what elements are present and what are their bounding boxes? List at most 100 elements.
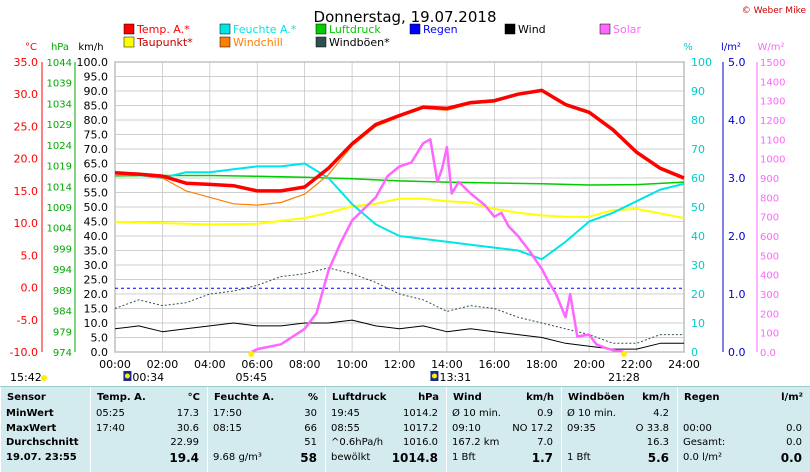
- series-temp-a: [114, 88, 685, 193]
- x-tick-label: 24:00: [668, 358, 700, 371]
- rain-tick-label: 3.0: [728, 172, 746, 185]
- sun-icon: [41, 375, 47, 381]
- table-cell-value: 66: [304, 422, 317, 434]
- pressure-tick-label: 1004: [47, 224, 72, 235]
- table-cell-value: 30: [304, 408, 317, 419]
- table-cell-note: 09:10: [452, 422, 481, 434]
- table-column: Luftdruck hPa: [325, 387, 447, 472]
- table-cell-value: 1016.0: [403, 437, 438, 448]
- temp-tick-label: -10.0: [10, 346, 38, 359]
- wind-tick-label: 55.0: [84, 187, 109, 200]
- humidity-tick-label: 20: [691, 288, 705, 301]
- x-tick-label: 12:00: [384, 358, 416, 371]
- sunset-icon: [620, 351, 627, 357]
- svg-text:W/m²: W/m²: [757, 42, 784, 53]
- table-cell: km/h: [526, 392, 554, 403]
- table-cell-note: 167.2 km: [452, 437, 500, 448]
- table-cell-value: 30.6: [176, 422, 199, 434]
- wind-tick-label: 60.0: [84, 172, 109, 185]
- table-column: Windböen km/h: [561, 387, 678, 472]
- table-cell-value: 22.99: [170, 437, 199, 448]
- legend-label: Feuchte A.*: [233, 23, 297, 36]
- legend-label: Solar: [613, 23, 642, 36]
- humidity-tick-label: 70: [691, 143, 705, 156]
- table-cell: Wind: [453, 392, 482, 403]
- table-cell-value: 0.0: [780, 450, 802, 465]
- humidity-tick-label: 90: [691, 85, 705, 98]
- series-solar: [250, 138, 625, 354]
- legend-swatch: [315, 23, 327, 35]
- series-taupunkt: [114, 197, 685, 226]
- legend-label: Regen: [423, 23, 458, 36]
- table-cell-note: 9.68 g/m³: [213, 451, 262, 463]
- temp-tick-label: 30.0: [14, 88, 39, 101]
- solar-tick-label: 100: [760, 329, 779, 340]
- solar-tick-label: 1400: [760, 77, 785, 88]
- svg-text:km/h: km/h: [78, 42, 103, 53]
- table-cell: %: [307, 392, 318, 403]
- x-tick-label: 18:00: [526, 358, 558, 371]
- wind-tick-label: 30.0: [84, 259, 109, 272]
- table-column: Regen l/m²: [677, 387, 810, 472]
- table-column: Feuchte A.%: [207, 387, 326, 472]
- table-cell-note: 08:15: [213, 422, 242, 434]
- pressure-tick-label: 994: [53, 265, 72, 276]
- wind-tick-label: 90.0: [84, 85, 109, 98]
- x-tick-label: 10:00: [336, 358, 368, 371]
- x-tick-label: 20:00: [573, 358, 605, 371]
- x-tick-label: 08:00: [289, 358, 321, 371]
- table-cell-value: 7.0: [537, 437, 553, 448]
- plot-area: [114, 61, 685, 353]
- x-tick-label: 14:00: [431, 358, 463, 371]
- pressure-tick-label: 1024: [47, 141, 72, 152]
- legend-swatch: [219, 36, 231, 48]
- sun-moon-events: 15:42 05:45 21:28 00:34 13:31: [10, 351, 640, 384]
- sunrise-icon: [248, 351, 255, 357]
- temp-tick-label: 25.0: [14, 120, 39, 133]
- table-cell: °C: [187, 392, 200, 403]
- pressure-tick-label: 974: [53, 348, 72, 359]
- humidity-tick-label: 100: [691, 56, 712, 69]
- legend-label: Windchill: [233, 36, 283, 49]
- pressure-tick-label: 1029: [47, 120, 72, 131]
- pressure-tick-label: 1009: [47, 203, 72, 214]
- table-cell-note: 0.0 l/m²: [683, 451, 722, 463]
- current-time: 15:42: [10, 371, 42, 384]
- table-cell: Feuchte A.: [214, 392, 275, 403]
- table-cell-value: 1014.8: [391, 450, 438, 465]
- table-cell-value: O 33.8: [635, 422, 669, 434]
- solar-tick-label: 600: [760, 232, 779, 243]
- weather-chart: Donnerstag, 19.07.2018 © Weber Mike Temp…: [10, 6, 807, 384]
- legend-swatch: [219, 23, 231, 35]
- table-cell-value: 58: [300, 450, 317, 465]
- humidity-tick-label: 80: [691, 114, 705, 127]
- table-cell-note: bewölkt: [331, 451, 371, 463]
- table-cell-value: 4.2: [653, 408, 669, 419]
- table-cell: km/h: [642, 392, 670, 403]
- table-cell: Regen: [684, 392, 720, 403]
- temp-tick-label: 35.0: [14, 56, 39, 69]
- legend-swatch: [504, 23, 516, 35]
- x-tick-label: 00:00: [99, 358, 131, 371]
- chart-axes: 35.030.025.020.015.010.05.00.0-5.0-10.01…: [10, 56, 786, 371]
- x-tick-label: 04:00: [194, 358, 226, 371]
- solar-tick-label: 1500: [760, 58, 785, 69]
- table-cell: hPa: [418, 392, 439, 403]
- copyright-text: © Weber Mike: [742, 6, 807, 16]
- series-feuchte-a: [114, 162, 685, 261]
- table-cell-note: Gesamt:: [683, 437, 726, 448]
- temp-tick-label: 20.0: [14, 153, 39, 166]
- table-cell: l/m²: [781, 392, 803, 403]
- table-cell-note: 19:45: [331, 408, 360, 419]
- table-cell-value: 0.9: [537, 408, 553, 419]
- wind-tick-label: 75.0: [84, 129, 109, 142]
- legend-label: Wind: [518, 23, 546, 36]
- wind-tick-label: 50.0: [84, 201, 109, 214]
- legend-label: Luftdruck: [329, 23, 381, 36]
- solar-tick-label: 500: [760, 251, 779, 262]
- table-cell-note: Ø 10 min.: [567, 408, 616, 419]
- x-tick-label: 02:00: [147, 358, 179, 371]
- x-tick-label: 16:00: [478, 358, 510, 371]
- solar-tick-label: 700: [760, 213, 779, 224]
